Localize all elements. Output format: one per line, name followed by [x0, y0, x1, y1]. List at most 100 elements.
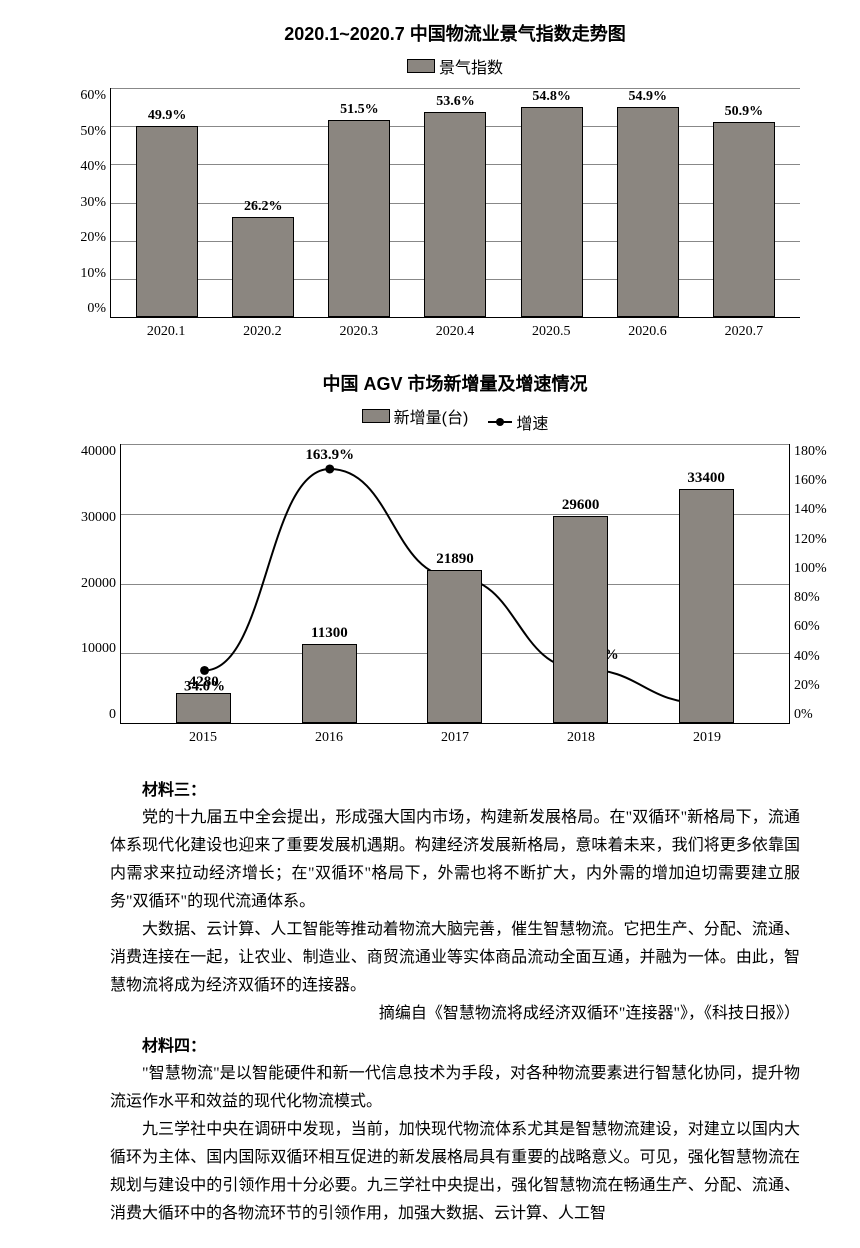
bar [713, 122, 775, 317]
material-3-heading: 材料三： [110, 776, 800, 800]
x-tick-label: 2018 [518, 724, 644, 746]
bar [232, 217, 294, 317]
chart2-y-axis-left: 40000 30000 20000 10000 0 [66, 444, 116, 723]
chart2-legend: 新增量(台) 增速 [110, 404, 800, 434]
chart2-x-axis: 20152016201720182019 [120, 724, 790, 746]
y-tick-label-right: 40% [794, 649, 844, 665]
bar-group: 50.9% [696, 122, 792, 317]
y-tick-label: 20% [66, 230, 106, 246]
gridline [121, 444, 789, 445]
line-point [325, 464, 334, 473]
bar-value-label: 33400 [687, 470, 725, 487]
chart1-plot: 60%50%40%30%20%10%0% 49.9%26.2%51.5%53.6… [110, 88, 800, 318]
bar-group: 33400 [643, 470, 769, 723]
chart1-title: 2020.1~2020.7 中国物流业景气指数走势图 [110, 20, 800, 46]
bar-value-label: 4280 [189, 674, 219, 691]
bar-value-label: 51.5% [340, 102, 379, 118]
y-tick-label-right: 140% [794, 502, 844, 518]
y-tick-label-right: 180% [794, 444, 844, 460]
chart1-legend-label: 景气指数 [439, 54, 503, 78]
y-tick-label-left: 30000 [66, 510, 116, 526]
bar-group: 53.6% [407, 112, 503, 317]
y-tick-label: 40% [66, 159, 106, 175]
x-tick-label: 2019 [644, 724, 770, 746]
bar [427, 570, 482, 723]
y-tick-label-right: 120% [794, 532, 844, 548]
x-tick-label: 2016 [266, 724, 392, 746]
chart1-x-axis: 2020.12020.22020.32020.42020.52020.62020… [110, 318, 800, 340]
chart2-legend-line: 增速 [488, 410, 548, 434]
legend-swatch [362, 409, 390, 423]
x-tick-label: 2020.1 [118, 318, 214, 340]
bar-value-label: 54.9% [629, 89, 668, 105]
bar [617, 107, 679, 317]
bar-group: 51.5% [311, 120, 407, 317]
bar-group: 54.9% [600, 107, 696, 317]
bar-value-label: 53.6% [436, 94, 475, 110]
bar-value-label: 21890 [436, 551, 474, 568]
chart1-legend-item: 景气指数 [407, 54, 503, 78]
bar-value-label: 29600 [562, 497, 600, 514]
bar-value-label: 11300 [311, 625, 348, 642]
x-tick-label: 2017 [392, 724, 518, 746]
y-tick-label-right: 160% [794, 473, 844, 489]
bar-value-label: 54.8% [532, 89, 571, 105]
y-tick-label: 30% [66, 195, 106, 211]
material-4-para-2: 九三学社中央在调研中发现，当前，加快现代物流体系尤其是智慧物流建设，对建立以国内… [110, 1116, 800, 1228]
bar [521, 107, 583, 317]
y-tick-label: 0% [66, 301, 106, 317]
gridline [111, 88, 800, 89]
x-tick-label: 2015 [140, 724, 266, 746]
material-3-citation: 摘编自《智慧物流将成经济双循环"连接器"》，《科技日报》） [110, 1000, 800, 1028]
bar-group: 4280 [141, 674, 267, 723]
y-tick-label-right: 20% [794, 678, 844, 694]
bar [553, 516, 608, 723]
x-tick-label: 2020.4 [407, 318, 503, 340]
x-tick-label: 2020.7 [696, 318, 792, 340]
y-tick-label: 50% [66, 124, 106, 140]
bar [176, 693, 231, 723]
material-3-para-2: 大数据、云计算、人工智能等推动着物流大脑完善，催生智慧物流。它把生产、分配、流通… [110, 916, 800, 1000]
chart2-title: 中国 AGV 市场新增量及增速情况 [110, 370, 800, 396]
bar-value-label: 26.2% [244, 199, 283, 215]
bar-group: 21890 [392, 551, 518, 723]
bar [136, 126, 198, 317]
chart1-y-axis: 60% 50% 40% 30% 20% 10% 0% [66, 88, 106, 317]
bar [679, 489, 734, 723]
y-tick-label: 60% [66, 88, 106, 104]
bar [328, 120, 390, 317]
y-tick-label-left: 40000 [66, 444, 116, 460]
material-4-para-1: "智慧物流"是以智能硬件和新一代信息技术为手段，对各种物流要素进行智慧化协同，提… [110, 1060, 800, 1116]
chart1-container: 60%50%40%30%20%10%0% 49.9%26.2%51.5%53.6… [110, 88, 800, 340]
line-point-label: 163.9% [305, 447, 354, 463]
material-4-heading: 材料四： [110, 1032, 800, 1056]
bar-group: 26.2% [215, 217, 311, 317]
x-tick-label: 2020.2 [214, 318, 310, 340]
legend-swatch [407, 59, 435, 73]
chart2-plot: 400003000020000100000 180%160%140%120%10… [120, 444, 790, 724]
y-tick-label-left: 0 [66, 707, 116, 723]
legend-line-icon [488, 421, 512, 423]
bar-value-label: 50.9% [725, 104, 764, 120]
bar-value-label: 49.9% [148, 108, 187, 124]
bar-group: 49.9% [119, 126, 215, 317]
chart2-legend-bar: 新增量(台) [362, 404, 469, 428]
x-tick-label: 2020.5 [503, 318, 599, 340]
bar [424, 112, 486, 317]
y-tick-label-right: 80% [794, 590, 844, 606]
chart2-legend-line-label: 增速 [516, 410, 548, 434]
bar-group: 11300 [267, 625, 393, 723]
y-tick-label-right: 0% [794, 707, 844, 723]
material-3-para-1: 党的十九届五中全会提出，形成强大国内市场，构建新发展格局。在"双循环"新格局下，… [110, 804, 800, 916]
x-tick-label: 2020.3 [311, 318, 407, 340]
y-tick-label-left: 10000 [66, 641, 116, 657]
bar-group: 54.8% [504, 107, 600, 317]
chart2-y-axis-right: 180% 160% 140% 120% 100% 80% 60% 40% 20% 0% [794, 444, 844, 723]
bar-group: 29600 [518, 497, 644, 723]
y-tick-label: 10% [66, 266, 106, 282]
y-tick-label-right: 100% [794, 561, 844, 577]
chart1-legend: 景气指数 [110, 54, 800, 78]
y-tick-label-left: 20000 [66, 576, 116, 592]
y-tick-label-right: 60% [794, 619, 844, 635]
chart2-legend-bar-label: 新增量(台) [394, 404, 469, 428]
